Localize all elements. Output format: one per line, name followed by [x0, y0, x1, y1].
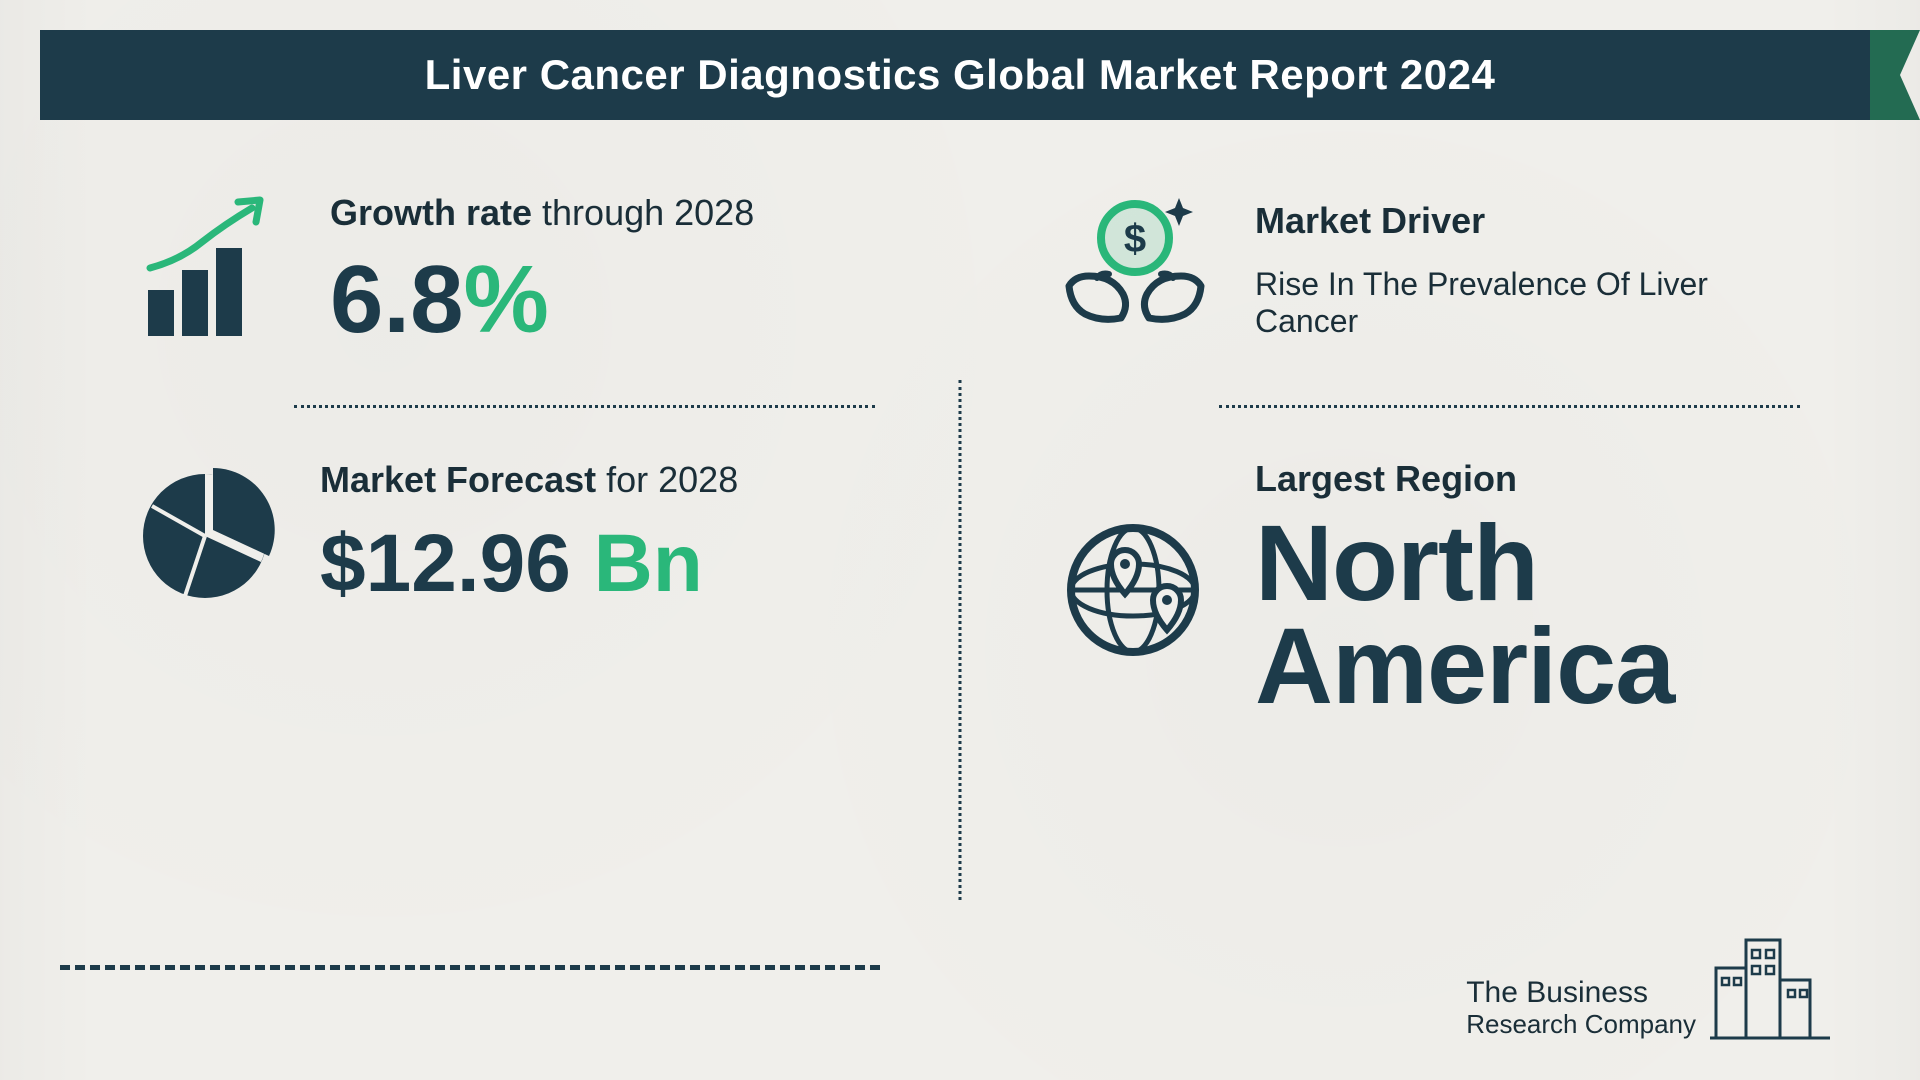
- globe-pins-icon: [1055, 508, 1215, 668]
- title-bar: Liver Cancer Diagnostics Global Market R…: [40, 30, 1880, 120]
- market-driver-label: Market Driver: [1255, 200, 1800, 242]
- market-forecast-value: $12.96 Bn: [320, 521, 875, 607]
- market-forecast-block: Market Forecast for 2028 $12.96 Bn: [130, 458, 875, 608]
- largest-region-block: Largest Region North America: [1055, 458, 1800, 717]
- svg-text:$: $: [1124, 217, 1146, 261]
- company-logo: The Business Research Company: [1466, 930, 1830, 1040]
- growth-rate-label: Growth rate through 2028: [330, 192, 875, 234]
- largest-region-label: Largest Region: [1255, 458, 1800, 500]
- logo-line1: The Business: [1466, 976, 1696, 1011]
- market-forecast-label: Market Forecast for 2028: [320, 459, 875, 501]
- bottom-dashed-line: [60, 965, 880, 970]
- growth-chart-icon: [130, 190, 290, 350]
- largest-region-value: North America: [1255, 512, 1800, 717]
- report-title: Liver Cancer Diagnostics Global Market R…: [425, 51, 1496, 99]
- left-column: Growth rate through 2028 6.8%: [0, 180, 955, 1080]
- growth-rate-block: Growth rate through 2028 6.8%: [130, 190, 875, 350]
- right-horizontal-divider: [1219, 405, 1800, 408]
- hands-dollar-icon: $: [1055, 190, 1215, 350]
- pie-chart-icon: [130, 458, 280, 608]
- left-horizontal-divider: [294, 405, 875, 408]
- growth-rate-value: 6.8%: [330, 252, 875, 348]
- market-driver-block: $ Market Driver Rise In The Prevalence O…: [1055, 190, 1800, 350]
- logo-line2: Research Company: [1466, 1010, 1696, 1040]
- market-driver-text: Rise In The Prevalence Of Liver Cancer: [1255, 266, 1800, 340]
- logo-buildings-icon: [1710, 930, 1830, 1040]
